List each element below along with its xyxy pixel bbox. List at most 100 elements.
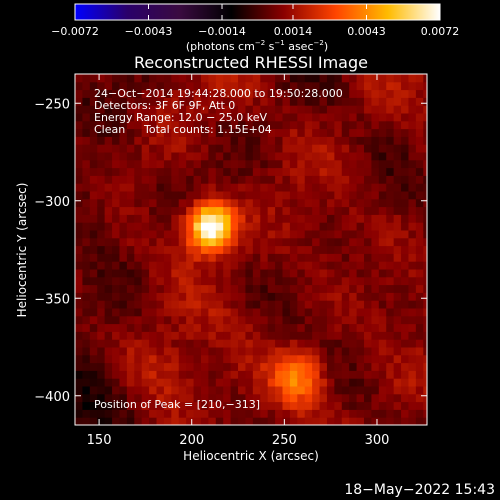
heatmap-cell — [112, 97, 120, 106]
heatmap-cell — [393, 222, 402, 231]
heatmap-cell — [82, 393, 91, 403]
heatmap-cell — [245, 269, 254, 278]
heatmap-cell — [393, 378, 402, 387]
heatmap-cell — [260, 144, 269, 153]
heatmap-cell — [200, 417, 209, 425]
heatmap-cell — [82, 144, 91, 153]
heatmap-cell — [119, 347, 128, 356]
heatmap-cell — [193, 214, 202, 223]
heatmap-cell — [401, 198, 409, 208]
heatmap-cell — [304, 81, 313, 91]
heatmap-cell — [356, 300, 365, 309]
heatmap-cell — [275, 401, 283, 410]
heatmap-cell — [223, 198, 232, 208]
heatmap-cell — [200, 222, 209, 231]
heatmap-cell — [156, 144, 165, 153]
heatmap-cell — [245, 105, 254, 114]
heatmap-cell — [134, 393, 143, 403]
heatmap-cell — [364, 159, 372, 169]
heatmap-cell — [312, 144, 321, 153]
heatmap-cell — [252, 378, 261, 387]
heatmap-cell — [386, 175, 395, 184]
heatmap-cell — [112, 393, 120, 403]
heatmap-cell — [223, 144, 232, 153]
heatmap-cell — [112, 237, 120, 247]
heatmap-cell — [415, 128, 424, 137]
heatmap-cell — [356, 245, 365, 254]
heatmap-cell — [163, 128, 172, 137]
heatmap-cell — [82, 409, 91, 418]
heatmap-cell — [334, 362, 343, 371]
heatmap-cell — [312, 152, 321, 161]
heatmap-cell — [149, 401, 158, 410]
heatmap-cell — [230, 409, 239, 418]
heatmap-cell — [82, 401, 91, 410]
heatmap-cell — [82, 331, 91, 340]
heatmap-cell — [341, 81, 350, 91]
heatmap-cell — [312, 113, 321, 122]
heatmap-cell — [215, 183, 224, 192]
heatmap-cell — [141, 378, 150, 387]
heatmap-cell — [178, 230, 187, 239]
heatmap-cell — [119, 331, 128, 340]
heatmap-cell — [415, 222, 424, 231]
heatmap-cell — [364, 167, 372, 176]
heatmap-cell — [126, 409, 135, 418]
heatmap-cell — [245, 261, 254, 270]
heatmap-cell — [364, 409, 372, 418]
heatmap-cell — [104, 323, 113, 332]
heatmap-cell — [223, 183, 232, 192]
heatmap-cell — [149, 214, 158, 223]
heatmap-cell — [89, 253, 98, 262]
heatmap-cell — [386, 183, 395, 192]
heatmap-cell — [89, 74, 98, 83]
heatmap-cell — [319, 339, 328, 348]
heatmap-cell — [334, 347, 343, 356]
heatmap-cell — [275, 89, 283, 98]
heatmap-cell — [297, 245, 306, 254]
heatmap-cell — [156, 354, 165, 364]
heatmap-cell — [386, 253, 395, 262]
heatmap-cell — [415, 198, 424, 208]
heatmap-cell — [401, 300, 409, 309]
heatmap-cell — [156, 261, 165, 270]
heatmap-cell — [156, 284, 165, 293]
heatmap-cell — [423, 354, 427, 364]
heatmap-cell — [319, 183, 328, 192]
heatmap-cell — [193, 347, 202, 356]
heatmap-cell — [171, 175, 180, 184]
heatmap-cell — [171, 362, 180, 371]
heatmap-cell — [112, 222, 120, 231]
heatmap-cell — [238, 393, 246, 403]
heatmap-cell — [326, 113, 335, 122]
heatmap-cell — [156, 308, 165, 317]
heatmap-cell — [200, 245, 209, 254]
heatmap-cell — [141, 245, 150, 254]
annotation-total-counts: Total counts: 1.15E+04 — [143, 123, 272, 136]
heatmap-cell — [319, 222, 328, 231]
heatmap-cell — [245, 81, 254, 91]
heatmap-cell — [134, 128, 143, 137]
heatmap-cell — [208, 370, 217, 379]
heatmap-cell — [341, 245, 350, 254]
heatmap-cell — [230, 308, 239, 317]
heatmap-cell — [104, 198, 113, 208]
heatmap-cell — [326, 97, 335, 106]
heatmap-cell — [163, 370, 172, 379]
heatmap-cell — [119, 152, 128, 161]
heatmap-cell — [75, 393, 83, 403]
heatmap-cell — [104, 206, 113, 215]
heatmap-cell — [252, 89, 261, 98]
heatmap-cell — [82, 214, 91, 223]
heatmap-cell — [156, 323, 165, 332]
heatmap-cell — [200, 393, 209, 403]
heatmap-cell — [319, 167, 328, 176]
heatmap-cell — [141, 315, 150, 325]
heatmap-cell — [215, 144, 224, 153]
heatmap-cell — [112, 198, 120, 208]
heatmap-cell — [238, 245, 246, 254]
heatmap-cell — [186, 74, 195, 83]
heatmap-cell — [193, 206, 202, 215]
heatmap-cell — [223, 152, 232, 161]
heatmap-cell — [126, 370, 135, 379]
